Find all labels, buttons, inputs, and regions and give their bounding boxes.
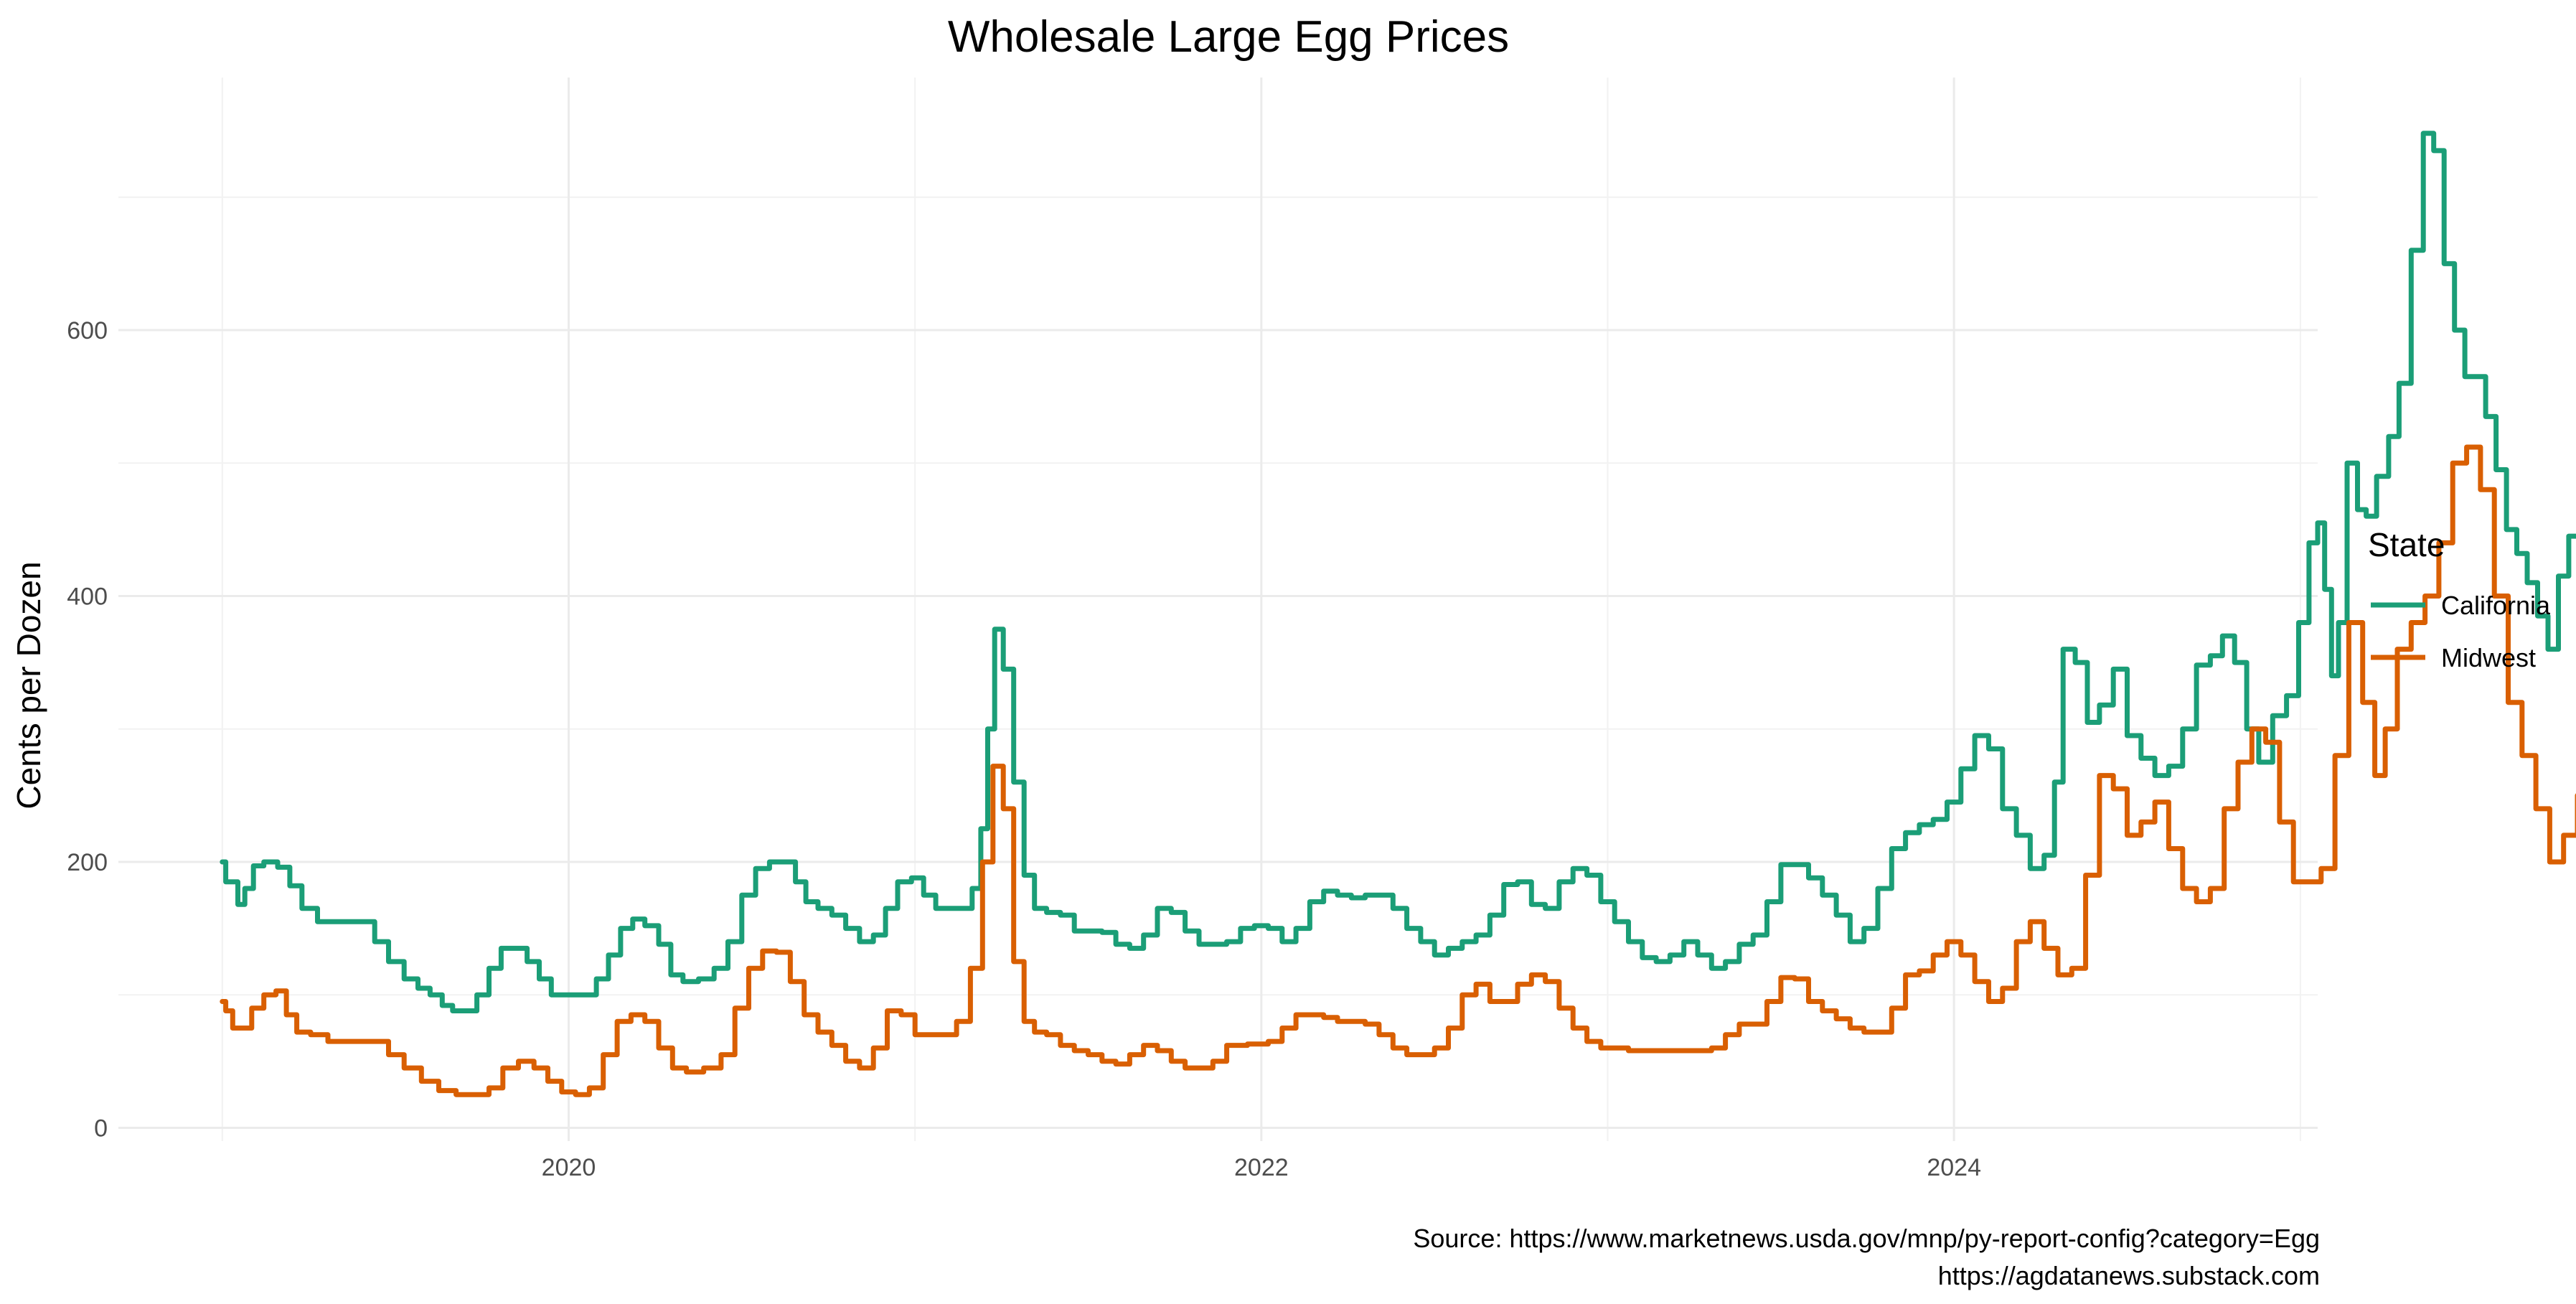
legend-label-midwest: Midwest xyxy=(2441,643,2536,672)
chart-title: Wholesale Large Egg Prices xyxy=(948,12,1509,62)
y-tick-label-0: 0 xyxy=(94,1115,108,1142)
y-axis-title: Cents per Dozen xyxy=(10,561,47,809)
series-line-california xyxy=(220,131,2576,1013)
x-tick-label-2020: 2020 xyxy=(542,1154,596,1181)
y-tick-label-400: 400 xyxy=(67,583,108,610)
y-tick-label-200: 200 xyxy=(67,849,108,876)
x-tick-label-2022: 2022 xyxy=(1234,1154,1289,1181)
legend-title: State xyxy=(2368,526,2445,563)
caption-website: https://agdatanews.substack.com xyxy=(1938,1261,2320,1290)
x-tick-label-2024: 2024 xyxy=(1927,1154,1981,1181)
y-tick-label-600: 600 xyxy=(67,317,108,344)
caption-source: Source: https://www.marketnews.usda.gov/… xyxy=(1413,1224,2320,1253)
series-line-midwest xyxy=(220,444,2576,1097)
legend: State California Midwest xyxy=(2368,526,2551,672)
legend-label-california: California xyxy=(2441,591,2551,620)
